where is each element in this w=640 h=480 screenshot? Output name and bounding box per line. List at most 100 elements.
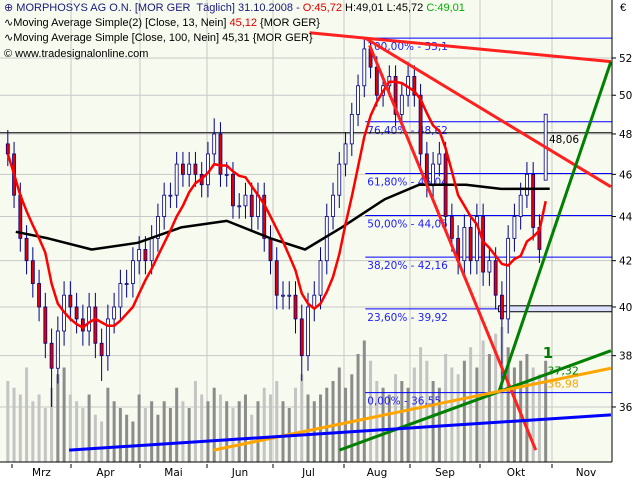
open-value: O:45,72 [302,2,342,14]
y-tick-label: 38 [619,351,632,363]
volume-bar [162,401,166,462]
volume-bar [193,381,197,462]
candle-body [506,237,511,320]
volume-bar [43,408,47,462]
volume-bar [400,381,404,462]
candle-body [80,318,85,332]
candle-body [487,260,492,273]
candle-body [349,113,354,145]
volume-bar [125,414,129,462]
trend-line [338,349,612,452]
x-tick-label: Jun [231,467,248,479]
volume-bar [118,408,122,462]
volume-bar [268,394,272,462]
volume-bar [325,387,329,462]
volume-bar [394,374,398,462]
volume-bar [369,360,373,462]
candle-body [193,163,198,175]
volume-bar [137,394,141,462]
candle-body [87,306,92,332]
candle-body [112,306,117,320]
volume-bar [350,374,354,462]
trend-line [309,31,612,64]
ma100-line [15,183,550,251]
chart-annotation: 37,32 [547,365,579,378]
volume-bar [212,387,216,462]
candle-body [499,294,504,320]
candle-body [130,260,135,284]
volume-bar [419,347,423,462]
volume-bar [494,333,498,462]
candle-body [362,48,367,87]
fib-level-label: 76,40% - 48,62 [367,125,448,137]
candle-body [293,294,298,320]
volume-bar [525,354,529,462]
candle-body [37,283,41,308]
candle-body [5,143,10,155]
chart-annotation: 36,98 [547,378,579,391]
candle-body [306,306,310,357]
ma13-suffix: {MOR GER} [257,17,320,29]
candle-body [518,194,523,217]
candle-body [168,194,173,197]
candle-body [474,216,479,262]
y-tick-label: 48 [619,129,632,141]
candle-body [49,342,54,369]
volume-bar [344,387,348,462]
candle-body [262,194,267,239]
volume-bar [75,401,79,462]
candle-body [43,306,48,344]
high-value: H:49,01 [345,2,384,14]
candle-body [105,318,110,357]
candle-body [124,283,129,285]
low-value: L:45,72 [386,2,424,14]
volume-bar [6,381,10,462]
candle-body [218,133,223,175]
fib-level-label: 50,00% - 44,05 [367,218,448,230]
x-tick-label: Okt [507,467,525,479]
header-line-symbol: ⊕ MORPHOSYS AG O.N. [MOR GER Täglich] 31… [4,2,465,15]
trend-line [497,61,612,394]
candle-body [93,306,98,344]
volume-bar [456,374,460,462]
volume-bar [481,340,485,462]
candle-body [274,260,279,296]
candle-body [137,249,142,262]
y-tick-label: 44 [619,212,633,224]
volume-bar [50,387,54,462]
volume-bar [544,360,548,462]
candle-body [24,237,29,262]
candle-body [399,94,404,115]
currency-label: € [620,2,627,14]
candle-body [149,237,154,262]
candle-body [431,163,435,186]
candle-body [324,216,329,262]
volume-bar [187,408,191,462]
candle-body [143,249,148,262]
volume-bar [531,367,535,462]
close-value: C:49,01 [426,2,465,14]
candle-body [343,143,348,165]
fib-level-label: 23,60% - 39,92 [367,312,448,324]
candle-body [162,194,167,217]
volume-bar [168,408,172,462]
y-tick-label: 52 [619,53,632,65]
candle-body [449,216,454,239]
candle-body [512,216,517,239]
volume-bar [281,401,285,462]
volume-bar [237,401,241,462]
zone-box [498,305,612,313]
volume-bar [362,340,366,462]
candle-body [187,163,192,175]
volume-bar [331,381,335,462]
trend-line [68,413,612,452]
volume-bar [25,367,29,462]
candle-body [174,163,179,196]
volume-bar [12,387,16,462]
candle-body [318,260,323,296]
candle-body [249,194,254,217]
volume-bar [275,381,279,462]
volume-bar [225,401,229,462]
